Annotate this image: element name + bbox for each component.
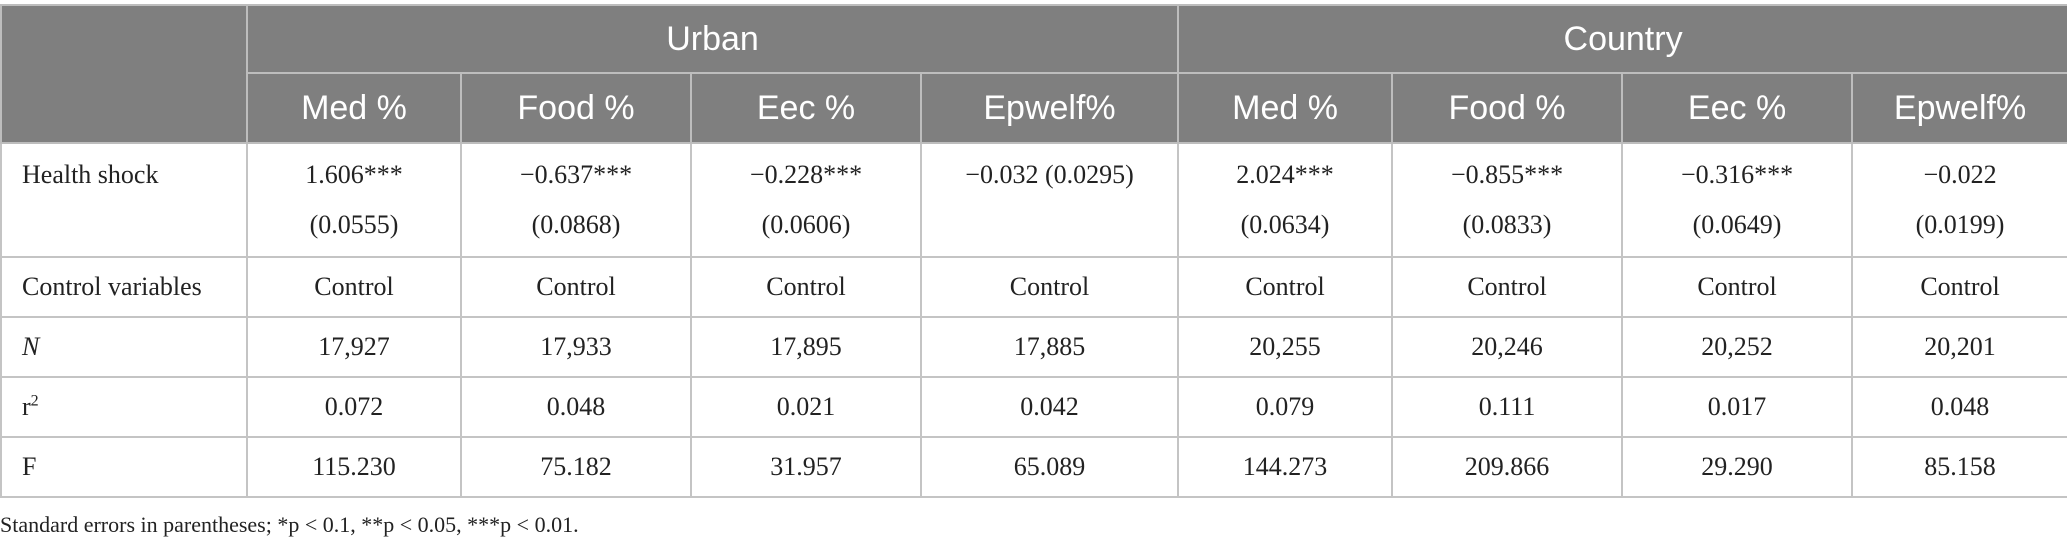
table-cell: 20,201 (1851, 316, 2067, 378)
regression-table: Urban Country Med % Food % Eec % Epwelf%… (0, 4, 2067, 498)
table-row-f: F 115.230 75.182 31.957 65.089 144.273 2… (0, 436, 2067, 498)
corner-header-cell (0, 4, 248, 144)
column-header: Med % (246, 72, 462, 144)
row-label: Control variables (0, 256, 248, 318)
group-header-urban: Urban (245, 4, 1180, 74)
table-cell: 0.048 (460, 376, 692, 438)
table-cell: 0.048 (1851, 376, 2067, 438)
standard-error: (0.0199) (1915, 210, 2005, 239)
table-cell: Control (460, 256, 692, 318)
table-cell: 0.072 (246, 376, 462, 438)
table-cell: Control (1177, 256, 1394, 318)
table-cell: 29.290 (1621, 436, 1854, 498)
table-cell: −0.637*** (0.0868) (460, 142, 692, 258)
table-cell: −0.316*** (0.0649) (1621, 142, 1854, 258)
standard-error: (0.0868) (531, 210, 621, 239)
group-header-country: Country (1177, 4, 2067, 74)
column-header: Eec % (1621, 72, 1854, 144)
column-header: Epwelf% (919, 72, 1180, 144)
row-label: N (0, 316, 248, 378)
group-header-row: Urban Country (0, 4, 2067, 144)
table-cell: 115.230 (246, 436, 462, 498)
row-label: F (0, 436, 248, 498)
table-cell: −0.032 (0.0295) (919, 142, 1180, 258)
coefficient: −0.855*** (1450, 160, 1564, 189)
standard-error: (0.0833) (1462, 210, 1552, 239)
table-cell: 209.866 (1391, 436, 1624, 498)
table-cell: 0.042 (919, 376, 1180, 438)
table-row-r2: r2 0.072 0.048 0.021 0.042 0.079 0.111 0… (0, 376, 2067, 438)
coefficient: −0.228*** (749, 160, 863, 189)
table-cell: 85.158 (1851, 436, 2067, 498)
table-cell: 2.024*** (0.0634) (1177, 142, 1394, 258)
table-cell: 20,252 (1621, 316, 1854, 378)
coefficient: −0.032 (0.0295) (965, 160, 1134, 189)
table-cell: Control (919, 256, 1180, 318)
coefficient: −0.637*** (519, 160, 633, 189)
table-cell: −0.022 (0.0199) (1851, 142, 2067, 258)
coefficient: −0.316*** (1680, 160, 1794, 189)
table-cell: 17,895 (690, 316, 922, 378)
table-cell: 0.021 (690, 376, 922, 438)
column-header: Food % (1391, 72, 1624, 144)
row-label-text: r (22, 392, 31, 421)
table-cell: Control (1851, 256, 2067, 318)
table-cell: 1.606*** (0.0555) (246, 142, 462, 258)
column-header: Eec % (690, 72, 922, 144)
standard-error: (0.0555) (309, 210, 399, 239)
table-cell: 0.079 (1177, 376, 1394, 438)
coefficient: −0.022 (1923, 160, 1997, 189)
table-cell: 144.273 (1177, 436, 1394, 498)
table-row-health-shock: Health shock 1.606*** (0.0555) −0.637*** (… (0, 142, 2067, 258)
table-row-n: N 17,927 17,933 17,895 17,885 20,255 20,… (0, 316, 2067, 378)
table-cell: −0.855*** (0.0833) (1391, 142, 1624, 258)
standard-error: (0.0649) (1692, 210, 1782, 239)
table-cell: 0.017 (1621, 376, 1854, 438)
table-cell: 17,927 (246, 316, 462, 378)
table-cell: 65.089 (919, 436, 1180, 498)
table-cell: −0.228*** (0.0606) (690, 142, 922, 258)
column-header: Med % (1177, 72, 1394, 144)
column-header: Food % (460, 72, 692, 144)
table-cell: Control (246, 256, 462, 318)
row-label: Health shock (0, 142, 248, 258)
standard-error: (0.0634) (1240, 210, 1330, 239)
table-cell: 20,246 (1391, 316, 1624, 378)
table-cell: 31.957 (690, 436, 922, 498)
column-header-row: Med % Food % Eec % Epwelf% Med % Food % … (1, 72, 2067, 144)
table-cell: 75.182 (460, 436, 692, 498)
standard-error: (0.0606) (761, 210, 851, 239)
table-cell: 17,885 (919, 316, 1180, 378)
table-footnote: Standard errors in parentheses; *p < 0.1… (0, 512, 579, 537)
column-header: Epwelf% (1851, 72, 2067, 144)
table-cell: 0.111 (1391, 376, 1624, 438)
row-label: r2 (0, 376, 248, 438)
table-row-control: Control variables Control Control Contro… (0, 256, 2067, 318)
table-cell: Control (690, 256, 922, 318)
table-cell: 20,255 (1177, 316, 1394, 378)
row-label-superscript: 2 (30, 392, 39, 410)
coefficient: 1.606*** (305, 160, 403, 189)
table-cell: Control (1621, 256, 1854, 318)
coefficient: 2.024*** (1236, 160, 1334, 189)
table-cell: 17,933 (460, 316, 692, 378)
table-cell: Control (1391, 256, 1624, 318)
